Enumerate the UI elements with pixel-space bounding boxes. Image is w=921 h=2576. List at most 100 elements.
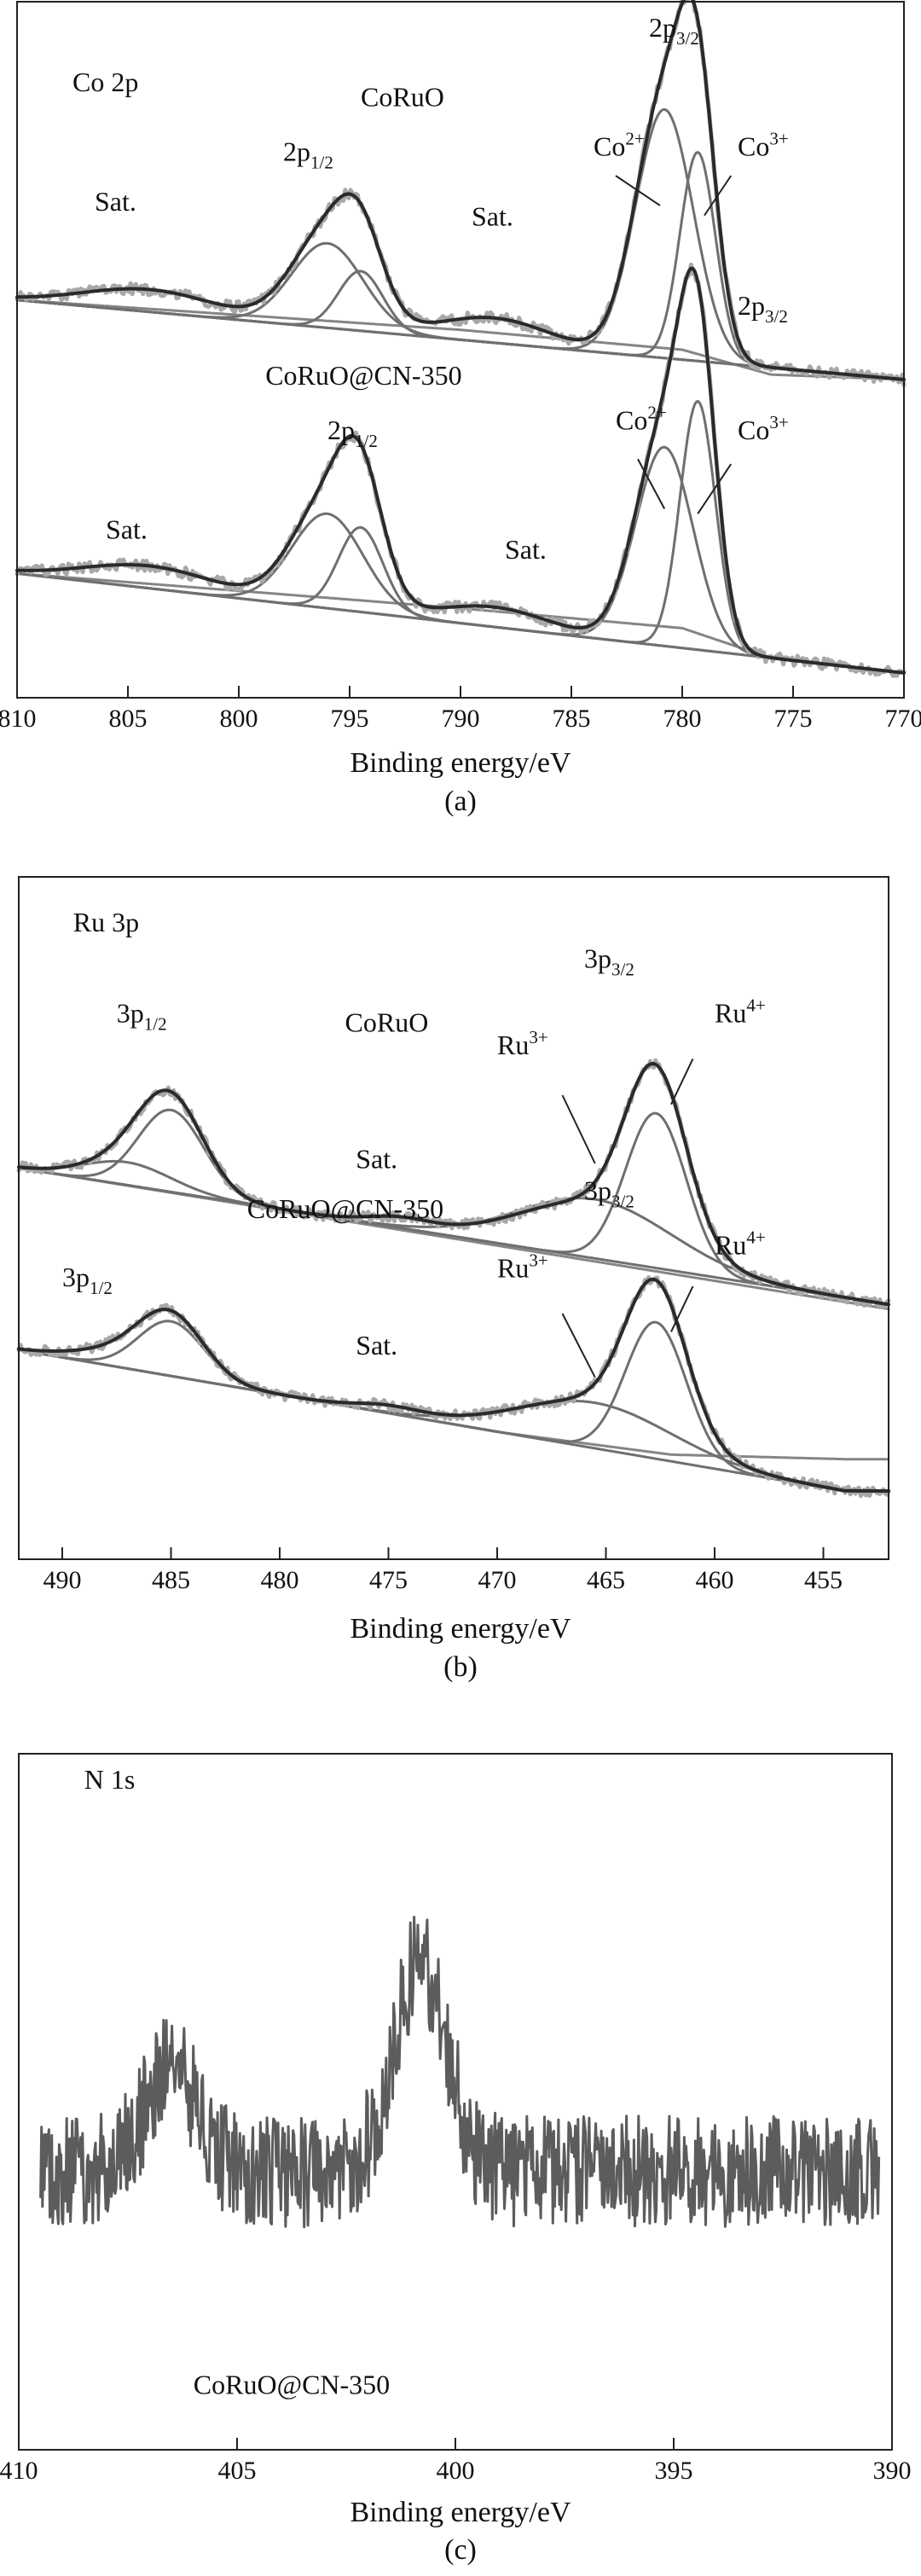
chart-a: Co 2p CoRuO 2p3/2 2p1/2 Sat. Sat. Co2+ Co3+ CoRu… <box>0 0 921 817</box>
chart-a-tick-label-770: 770 <box>885 705 921 733</box>
chart-c-caption: (c) <box>444 2534 477 2566</box>
panel-c: N 1s CoRuO@CN-350 410 405 400 395 390 Binding… <box>0 1732 921 2576</box>
chart-a-tick-label-775: 775 <box>774 705 813 733</box>
chart-a-annotation-5: Sat. <box>472 200 513 231</box>
chart-a-annotation-6: Co2+ <box>594 129 645 162</box>
chart-b-leader-3 <box>670 1285 694 1332</box>
chart-b-annotation-3: 3p3/2 <box>584 943 634 980</box>
chart-b-x-ticks: 490 485 480 475 470 465 460 455 <box>43 1547 843 1594</box>
chart-b-leaders <box>561 1058 694 1378</box>
chart-a-measured-coruo-0 <box>15 0 906 381</box>
chart-a-annotation-14: Co3+ <box>738 412 789 445</box>
chart-c-tick-label-410: 410 <box>0 2457 38 2485</box>
chart-a-tick-label-800: 800 <box>220 705 258 733</box>
chart-b-annotation-10: Ru3+ <box>497 1250 548 1283</box>
chart-a-leader-3 <box>697 463 733 514</box>
chart-b-annotation-7: CoRuO@CN-350 <box>247 1193 443 1224</box>
chart-b-tick-label-460: 460 <box>696 1566 734 1594</box>
chart-a-fit-coruo-cn-350-7 <box>15 512 906 675</box>
chart-a-fit-coruo-cn-350-9 <box>15 445 906 675</box>
chart-c-traces <box>39 1915 881 2229</box>
chart-a-traces <box>14 0 907 678</box>
chart-a-x-ticks: 810 805 800 795 790 785 780 775 770 <box>0 686 921 733</box>
chart-b-raw-coruo-cn-350-5 <box>16 1275 891 1499</box>
chart-b-annotation-12: Sat. <box>356 1330 397 1361</box>
panel-a: Co 2p CoRuO 2p3/2 2p1/2 Sat. Sat. Co2+ Co3+ CoRu… <box>0 0 921 853</box>
chart-b-tick-label-465: 465 <box>587 1566 625 1594</box>
chart-a-caption: (a) <box>444 786 477 817</box>
chart-a-fit-coruo-4 <box>15 151 906 381</box>
panel-b: Ru 3p 3p1/2 CoRuO 3p3/2 Ru3+ Ru4+ Sat. CoRuO@CN… <box>0 862 921 1723</box>
chart-b-annotations: Ru 3p 3p1/2 CoRuO 3p3/2 Ru3+ Ru4+ Sat. CoRuO@CN… <box>62 907 766 1361</box>
chart-a-leader-0 <box>615 175 661 206</box>
chart-c-x-ticks: 410 405 400 395 390 <box>0 2438 912 2485</box>
chart-a-annotation-9: 2p3/2 <box>738 290 788 327</box>
chart-b-annotation-11: Ru4+ <box>715 1227 766 1261</box>
chart-c-tick-label-405: 405 <box>218 2457 257 2485</box>
chart-b-fit-coruo-1 <box>17 1108 890 1306</box>
chart-a-annotation-2: 2p3/2 <box>649 12 699 49</box>
chart-b-tick-label-485: 485 <box>152 1566 190 1594</box>
chart-b-leader-1 <box>670 1058 694 1105</box>
chart-a-annotations: Co 2p CoRuO 2p3/2 2p1/2 Sat. Sat. Co2+ Co3+ CoRu… <box>72 12 789 565</box>
chart-b-caption: (b) <box>443 1651 478 1683</box>
chart-a-background-coruo-5 <box>15 299 906 381</box>
chart-b-tick-label-455: 455 <box>804 1566 843 1594</box>
chart-a-fit-coruo-cn-350-8 <box>15 525 906 675</box>
chart-a-tick-label-780: 780 <box>663 705 702 733</box>
chart-b-annotation-4: Ru3+ <box>497 1027 548 1060</box>
chart-a-x-axis-title: Binding energy/eV <box>350 747 571 779</box>
chart-b-plot-area <box>18 876 889 1560</box>
chart-b: Ru 3p 3p1/2 CoRuO 3p3/2 Ru3+ Ru4+ Sat. CoRuO@CN… <box>16 876 891 1683</box>
chart-a-fit-coruo-cn-350-10 <box>15 400 906 675</box>
chart-a-annotation-0: Co 2p <box>72 67 138 97</box>
chart-c: N 1s CoRuO@CN-350 410 405 400 395 390 Binding… <box>0 1753 912 2566</box>
chart-c-annotations: N 1s CoRuO@CN-350 <box>84 1764 390 2400</box>
chart-b-x-axis-title: Binding energy/eV <box>350 1613 571 1645</box>
chart-a-annotation-11: Sat. <box>106 513 148 544</box>
chart-b-fit-coruo-cn-350-7 <box>17 1320 890 1493</box>
chart-b-measured-coruo-cn-350-5 <box>17 1277 890 1493</box>
chart-a-annotation-10: 2p1/2 <box>327 415 378 451</box>
chart-b-measured-coruo-0 <box>17 1062 890 1307</box>
chart-a-annotation-4: Sat. <box>95 186 136 217</box>
chart-b-leader-0 <box>561 1094 596 1164</box>
chart-b-tick-label-480: 480 <box>261 1566 299 1594</box>
chart-a-annotation-8: CoRuO@CN-350 <box>265 360 461 391</box>
chart-a-raw-coruo-0 <box>14 0 907 387</box>
chart-a-tick-label-785: 785 <box>553 705 591 733</box>
chart-b-annotation-9: 3p1/2 <box>62 1262 113 1298</box>
chart-c-tick-label-400: 400 <box>437 2457 475 2485</box>
chart-b-tick-label-490: 490 <box>43 1566 82 1594</box>
chart-c-annotation-0: N 1s <box>84 1764 136 1795</box>
chart-a-leader-1 <box>704 175 733 217</box>
chart-a-plot-area <box>16 1 905 699</box>
chart-b-tick-label-475: 475 <box>369 1566 408 1594</box>
chart-b-annotation-8: 3p3/2 <box>584 1175 634 1212</box>
chart-a-annotation-12: Sat. <box>505 534 547 565</box>
chart-b-raw-coruo-0 <box>16 1058 891 1309</box>
chart-b-traces <box>16 1058 891 1499</box>
chart-a-leaders <box>615 175 733 514</box>
chart-b-fit-coruo-cn-350-6 <box>17 1320 890 1493</box>
chart-c-x-axis-title: Binding energy/eV <box>350 2497 571 2528</box>
chart-b-background-coruo-cn-350-9 <box>17 1349 890 1461</box>
chart-b-annotation-1: 3p1/2 <box>117 998 167 1035</box>
chart-a-tick-label-795: 795 <box>331 705 369 733</box>
chart-a-tick-label-790: 790 <box>442 705 480 733</box>
chart-b-fit-coruo-2 <box>17 1111 890 1306</box>
chart-b-annotation-6: Sat. <box>356 1143 397 1174</box>
chart-a-measured-coruo-cn-350-6 <box>15 266 906 675</box>
chart-a-tick-label-810: 810 <box>0 705 37 733</box>
chart-a-annotation-13: Co2+ <box>616 402 667 435</box>
chart-b-tick-label-470: 470 <box>478 1566 517 1594</box>
chart-c-annotation-1: CoRuO@CN-350 <box>194 2370 390 2400</box>
chart-b-annotation-2: CoRuO <box>345 1007 429 1037</box>
chart-c-tick-label-390: 390 <box>873 2457 912 2485</box>
chart-c-tick-label-395: 395 <box>655 2457 693 2485</box>
chart-b-annotation-0: Ru 3p <box>73 907 139 937</box>
chart-a-annotation-3: 2p1/2 <box>283 136 333 173</box>
chart-b-annotation-5: Ru4+ <box>715 995 766 1029</box>
chart-a-tick-label-805: 805 <box>109 705 148 733</box>
chart-b-leader-2 <box>561 1313 596 1378</box>
